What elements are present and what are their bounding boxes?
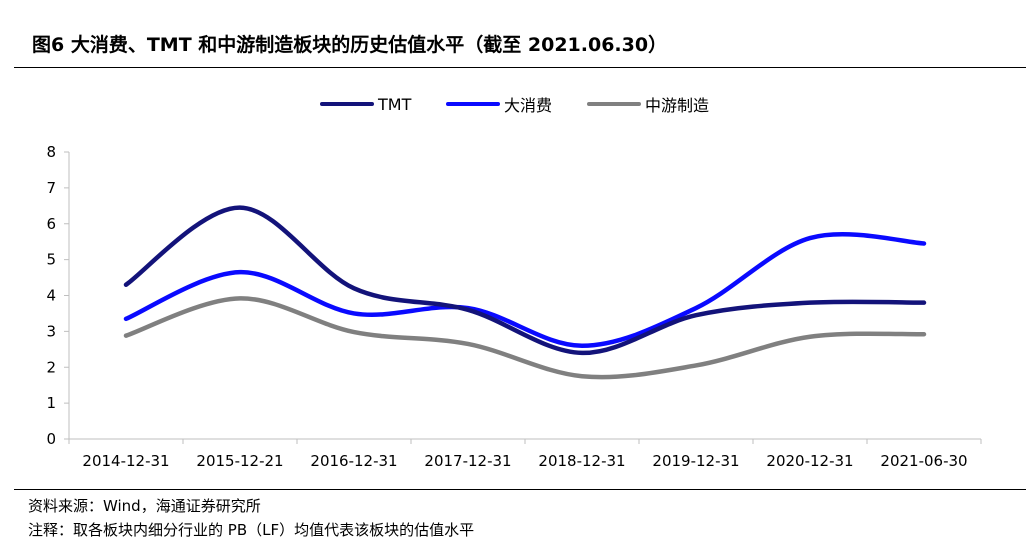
y-tick-label: 1: [46, 394, 56, 412]
legend-item-midstream: 中游制造: [587, 94, 710, 115]
y-tick-label: 4: [46, 287, 56, 305]
figure-title: 图6 大消费、TMT 和中游制造板块的历史估值水平（截至 2021.06.30）: [32, 34, 668, 56]
x-tick-label: 2020-12-31: [766, 452, 853, 470]
y-tick-label: 2: [46, 358, 56, 376]
legend-label-midstream: 中游制造: [645, 96, 710, 115]
series-line-tmt: [123, 205, 927, 356]
x-tick-label: 2014-12-31: [82, 452, 169, 470]
legend-label-tmt: TMT: [378, 94, 412, 114]
x-tick-label: 2017-12-31: [424, 452, 511, 470]
line-chart: TMT 大消费 中游制造 0 1 2 3 4 5 6 7 8 2014-12-31 2015-12-…: [14, 70, 1026, 485]
legend-swatch-consumer: [446, 102, 500, 106]
legend-swatch-midstream: [587, 102, 641, 106]
x-tick-label: 2021-06-30: [880, 452, 967, 470]
figure-title-bar: 图6 大消费、TMT 和中游制造板块的历史估值水平（截至 2021.06.30）: [14, 30, 1019, 66]
chart-legend: TMT 大消费 中游制造: [14, 94, 1026, 115]
annotation-note: 注释：取各板块内细分行业的 PB（LF）均值代表该板块的估值水平: [28, 521, 475, 539]
y-tick-label: 8: [46, 143, 56, 161]
y-tick-label: 7: [46, 179, 56, 197]
y-tick-label: 6: [46, 215, 56, 233]
legend-swatch-tmt: [320, 102, 374, 106]
source-note: 资料来源：Wind，海通证券研究所: [28, 497, 261, 515]
legend-label-consumer: 大消费: [504, 96, 553, 115]
x-tick-label: 2018-12-31: [538, 452, 625, 470]
x-tick-label: 2019-12-31: [652, 452, 739, 470]
legend-item-tmt: TMT: [320, 94, 411, 114]
title-divider: [14, 67, 1026, 68]
series-line-midstream: [123, 296, 927, 380]
x-tick-label: 2016-12-31: [310, 452, 397, 470]
plot-area: 0 1 2 3 4 5 6 7 8 2014-12-31 2015-12-21 2016-12-31 2…: [46, 143, 982, 470]
footer-divider: [14, 489, 1026, 490]
y-tick-label: 0: [46, 430, 56, 448]
x-tick-label: 2015-12-21: [196, 452, 283, 470]
legend-item-consumer: 大消费: [446, 94, 553, 115]
y-tick-label: 3: [46, 322, 56, 340]
series-line-consumer: [123, 232, 927, 348]
y-tick-label: 5: [46, 251, 56, 269]
